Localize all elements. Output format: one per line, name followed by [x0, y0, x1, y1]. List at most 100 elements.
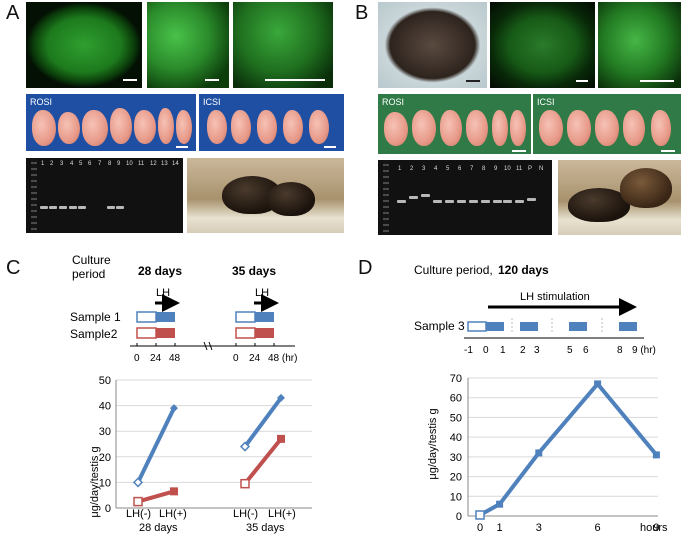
timeline-tick: 8 [617, 345, 623, 356]
panel-c-chart: 0 10 20 30 40 50 [99, 375, 312, 515]
timeline-tick: 2 [520, 345, 526, 356]
timeline-tick: 24 [150, 353, 162, 364]
sample3-lh-box [520, 322, 538, 331]
y-tick-label: 0 [456, 511, 462, 523]
period-28-days: 28 days [138, 264, 182, 278]
chart-d-xunit: hours [640, 522, 668, 534]
sample1-lh-box [156, 312, 175, 322]
gel-lane-label: 2 [410, 166, 414, 172]
gel-electrophoresis-b: 1 2 3 4 5 6 7 8 9 10 11 P N [378, 160, 552, 235]
gel-lane-label: P [528, 166, 533, 172]
x-label-lh-plus-28: LH(+) [159, 508, 187, 520]
gel-lane-label: 7 [470, 166, 474, 172]
panel-d-chart: 0 10 20 30 40 50 60 70 0 1 3 6 9 [450, 373, 660, 534]
y-tick-label: 10 [99, 477, 111, 489]
data-point [240, 478, 250, 489]
data-point [170, 404, 178, 413]
x-label-lh-minus-28: LH(-) [126, 508, 151, 520]
x-label-lh-plus-35: LH(+) [268, 508, 296, 520]
sample2-control-box [136, 327, 157, 339]
data-point [496, 500, 504, 508]
gel-lane-label: 3 [60, 161, 64, 167]
y-tick-label: 10 [450, 491, 462, 503]
gel-lane-label: 9 [494, 166, 498, 172]
panel-d-figure: Culture period, 120 days LH stimulation … [414, 263, 668, 534]
panel-label-c: C [6, 257, 21, 279]
sample3-control-box [467, 321, 487, 332]
gel-electrophoresis-a: 1 2 3 4 5 6 7 8 9 10 11 12 13 14 [26, 158, 183, 233]
panel-label-d: D [358, 257, 373, 279]
gel-lane-label: 6 [458, 166, 462, 172]
sample2-lh-box [156, 328, 175, 338]
period-35-days: 35 days [232, 264, 276, 278]
group-label-28-days: 28 days [139, 522, 178, 534]
mice-photo-b [558, 160, 681, 235]
gel-lane-label: 7 [98, 161, 102, 167]
y-tick-label: 60 [450, 393, 462, 405]
gel-lane-label: 4 [70, 161, 74, 167]
y-tick-label: 30 [450, 452, 462, 464]
culture-period-label-line2: period [72, 267, 105, 281]
gel-lane-label: 10 [504, 166, 511, 172]
timeline-tick: -1 [464, 345, 473, 356]
data-point [170, 487, 178, 496]
sample1-control-box [235, 311, 256, 323]
data-point [594, 380, 602, 388]
gel-lane-label: 1 [41, 161, 45, 167]
gel-lane-label: 5 [79, 161, 83, 167]
x-tick-label: 9 [653, 522, 659, 534]
timeline-tick: 5 [567, 345, 573, 356]
timeline-tick: 24 [249, 353, 261, 364]
micrograph-b1 [378, 2, 487, 88]
group-label-35-days: 35 days [246, 522, 285, 534]
sample1-label: Sample 1 [70, 310, 121, 324]
gel-lane-label: N [539, 166, 544, 172]
gel-lane-label: 4 [434, 166, 438, 172]
series-line [137, 489, 175, 504]
sample3-lh-box [619, 322, 637, 331]
micrograph-a1 [26, 2, 142, 88]
gel-lane-label: 3 [422, 166, 426, 172]
gel-lane-label: 1 [398, 166, 402, 172]
gel-lane-label: 12 [150, 161, 157, 167]
sample3-lh-box [486, 322, 504, 331]
chart-d-ylabel: μg/day/testis g [427, 408, 439, 479]
data-point [239, 441, 251, 452]
sample3-lh-box [569, 322, 587, 331]
series-line [479, 380, 658, 517]
series-line [136, 407, 176, 484]
x-label-lh-minus-35: LH(-) [233, 508, 258, 520]
y-tick-label: 20 [99, 452, 111, 464]
micrograph-b3 [598, 2, 681, 88]
lh-label-1: LH [156, 287, 170, 299]
gel-lane-label: 10 [126, 161, 133, 167]
sample2-label: Sample2 [70, 327, 118, 341]
pup-photo-icsi-b: ICSI [533, 94, 681, 154]
gel-lane-label: 2 [50, 161, 54, 167]
timeline-tick: 9 (hr) [632, 345, 656, 356]
gel-lane-label: 9 [117, 161, 121, 167]
sample1-lh-box [255, 312, 274, 322]
x-tick-label: 1 [497, 522, 503, 534]
strip-label-rosi-a: ROSI [30, 97, 53, 107]
y-tick-label: 30 [99, 426, 111, 438]
micrograph-a3 [233, 2, 333, 88]
micrograph-b2 [490, 2, 595, 88]
y-tick-label: 0 [105, 503, 111, 515]
gel-lane-label: 5 [446, 166, 450, 172]
strip-label-icsi-b: ICSI [537, 97, 555, 107]
sample1-control-box [136, 311, 157, 323]
culture-period-label-line1: Culture [72, 253, 111, 267]
pup-photo-icsi-a: ICSI [199, 94, 344, 151]
y-tick-label: 70 [450, 373, 462, 385]
timeline-tick: 0 [134, 353, 140, 364]
chart-c-ylabel: μg/day/testis g [89, 446, 101, 517]
gel-lane-label: 14 [172, 161, 179, 167]
timeline-tick: 1 [500, 345, 506, 356]
scale-bar [123, 79, 137, 81]
sample2-control-box [235, 327, 256, 339]
timeline-tick: 48 [169, 353, 181, 364]
timeline-tick: 48 (hr) [268, 353, 297, 364]
data-point [652, 451, 660, 459]
gel-lane-label: 8 [482, 166, 486, 172]
